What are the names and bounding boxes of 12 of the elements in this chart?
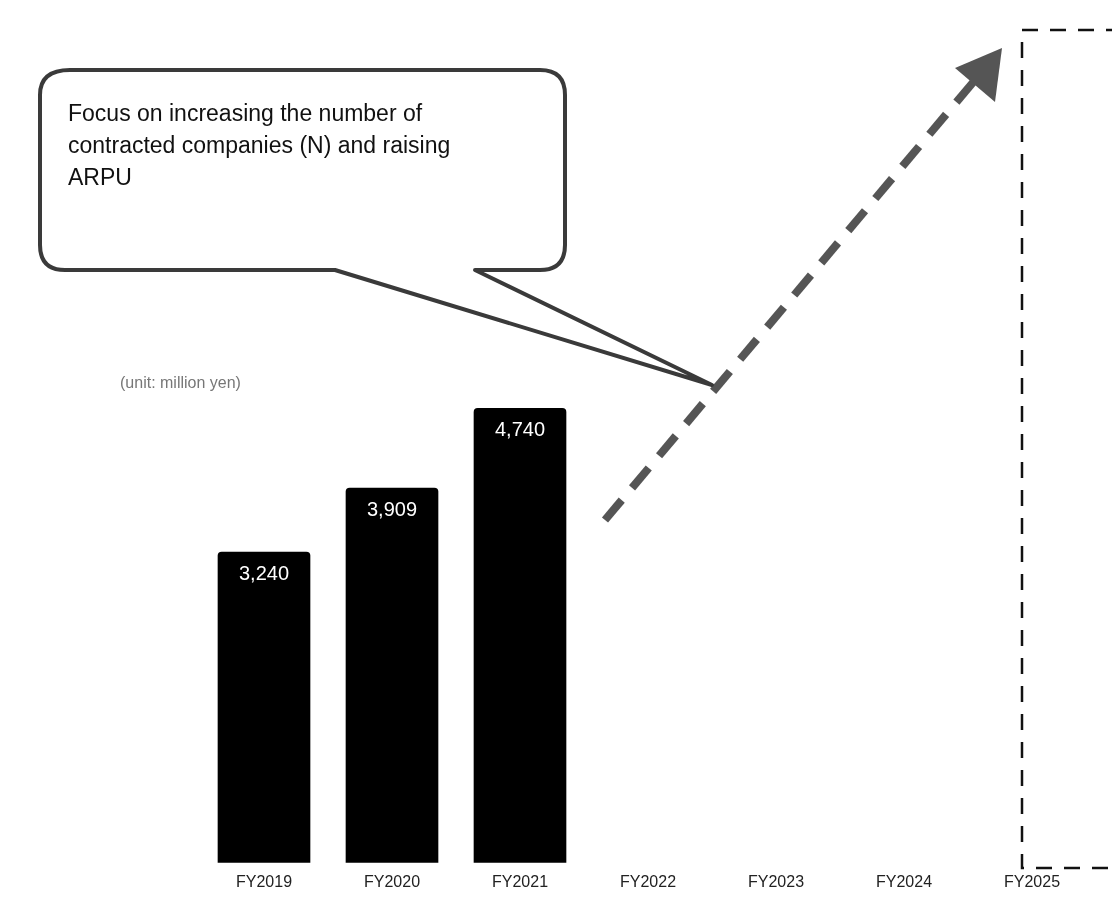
data-label: 3,909 <box>366 497 418 520</box>
x-tick-label: FY2025 <box>1003 872 1061 890</box>
x-tick-label: FY2022 <box>619 872 677 890</box>
data-label: 3,240 <box>238 561 290 584</box>
x-tick-label: FY2019 <box>235 872 293 890</box>
x-tick-label: FY2023 <box>747 872 805 890</box>
text: Focus on increasing the number of contracted companies (N) and raising ARPU <box>68 99 452 192</box>
x-tick-label: FY2020 <box>363 872 421 890</box>
text: (unit: million yen) <box>120 374 241 392</box>
data-label: 4,740 <box>494 417 546 440</box>
x-tick-label: FY2024 <box>875 872 933 890</box>
x-tick-label: FY2021 <box>491 872 549 890</box>
